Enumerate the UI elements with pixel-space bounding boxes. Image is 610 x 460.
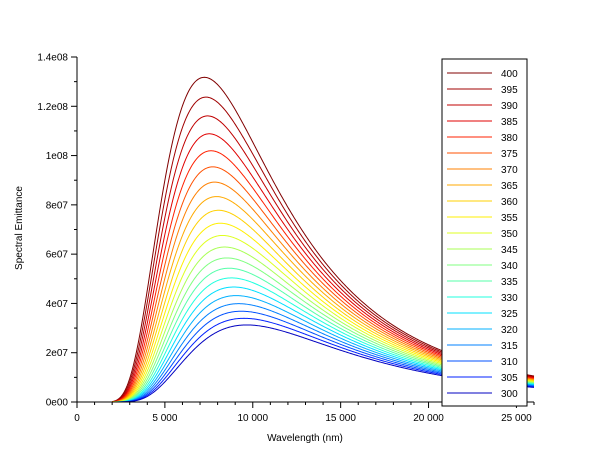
legend-label-380: 380 <box>501 133 518 144</box>
legend-label-390: 390 <box>501 101 518 112</box>
legend-label-340: 340 <box>501 261 518 272</box>
legend-label-300: 300 <box>501 389 518 400</box>
legend-label-310: 310 <box>501 357 518 368</box>
x-axis-title: Wavelength (nm) <box>267 433 343 444</box>
y-tick-label: 6e07 <box>46 250 69 261</box>
legend-label-370: 370 <box>501 165 518 176</box>
legend-label-365: 365 <box>501 181 518 192</box>
legend-label-355: 355 <box>501 213 518 224</box>
legend-label-360: 360 <box>501 197 518 208</box>
y-axis-title: Spectral Emittance <box>14 186 25 270</box>
y-tick-label: 1e08 <box>46 151 69 162</box>
legend-label-330: 330 <box>501 293 518 304</box>
y-tick-label: 1.4e08 <box>37 53 68 64</box>
x-tick-label: 10 000 <box>237 413 268 424</box>
legend-label-345: 345 <box>501 245 518 256</box>
legend-label-305: 305 <box>501 373 518 384</box>
y-tick-label: 8e07 <box>46 200 69 211</box>
legend-label-400: 400 <box>501 69 518 80</box>
y-tick-label: 1.2e08 <box>37 102 68 113</box>
legend-label-315: 315 <box>501 341 518 352</box>
x-tick-label: 25 000 <box>501 413 532 424</box>
y-tick-label: 4e07 <box>46 299 69 310</box>
x-tick-label: 5 000 <box>152 413 177 424</box>
legend-label-320: 320 <box>501 325 518 336</box>
x-tick-label: 0 <box>74 413 80 424</box>
y-tick-label: 2e07 <box>46 348 69 359</box>
legend-label-395: 395 <box>501 85 518 96</box>
legend-label-325: 325 <box>501 309 518 320</box>
legend-label-335: 335 <box>501 277 518 288</box>
legend-label-385: 385 <box>501 117 518 128</box>
legend-label-375: 375 <box>501 149 518 160</box>
x-tick-label: 15 000 <box>325 413 356 424</box>
y-tick-label: 0e00 <box>46 398 69 409</box>
x-tick-label: 20 000 <box>413 413 444 424</box>
legend-label-350: 350 <box>501 229 518 240</box>
legend: 400 395 390 385 380 375 370 365 360 355 350 345 340 3… <box>441 58 528 407</box>
